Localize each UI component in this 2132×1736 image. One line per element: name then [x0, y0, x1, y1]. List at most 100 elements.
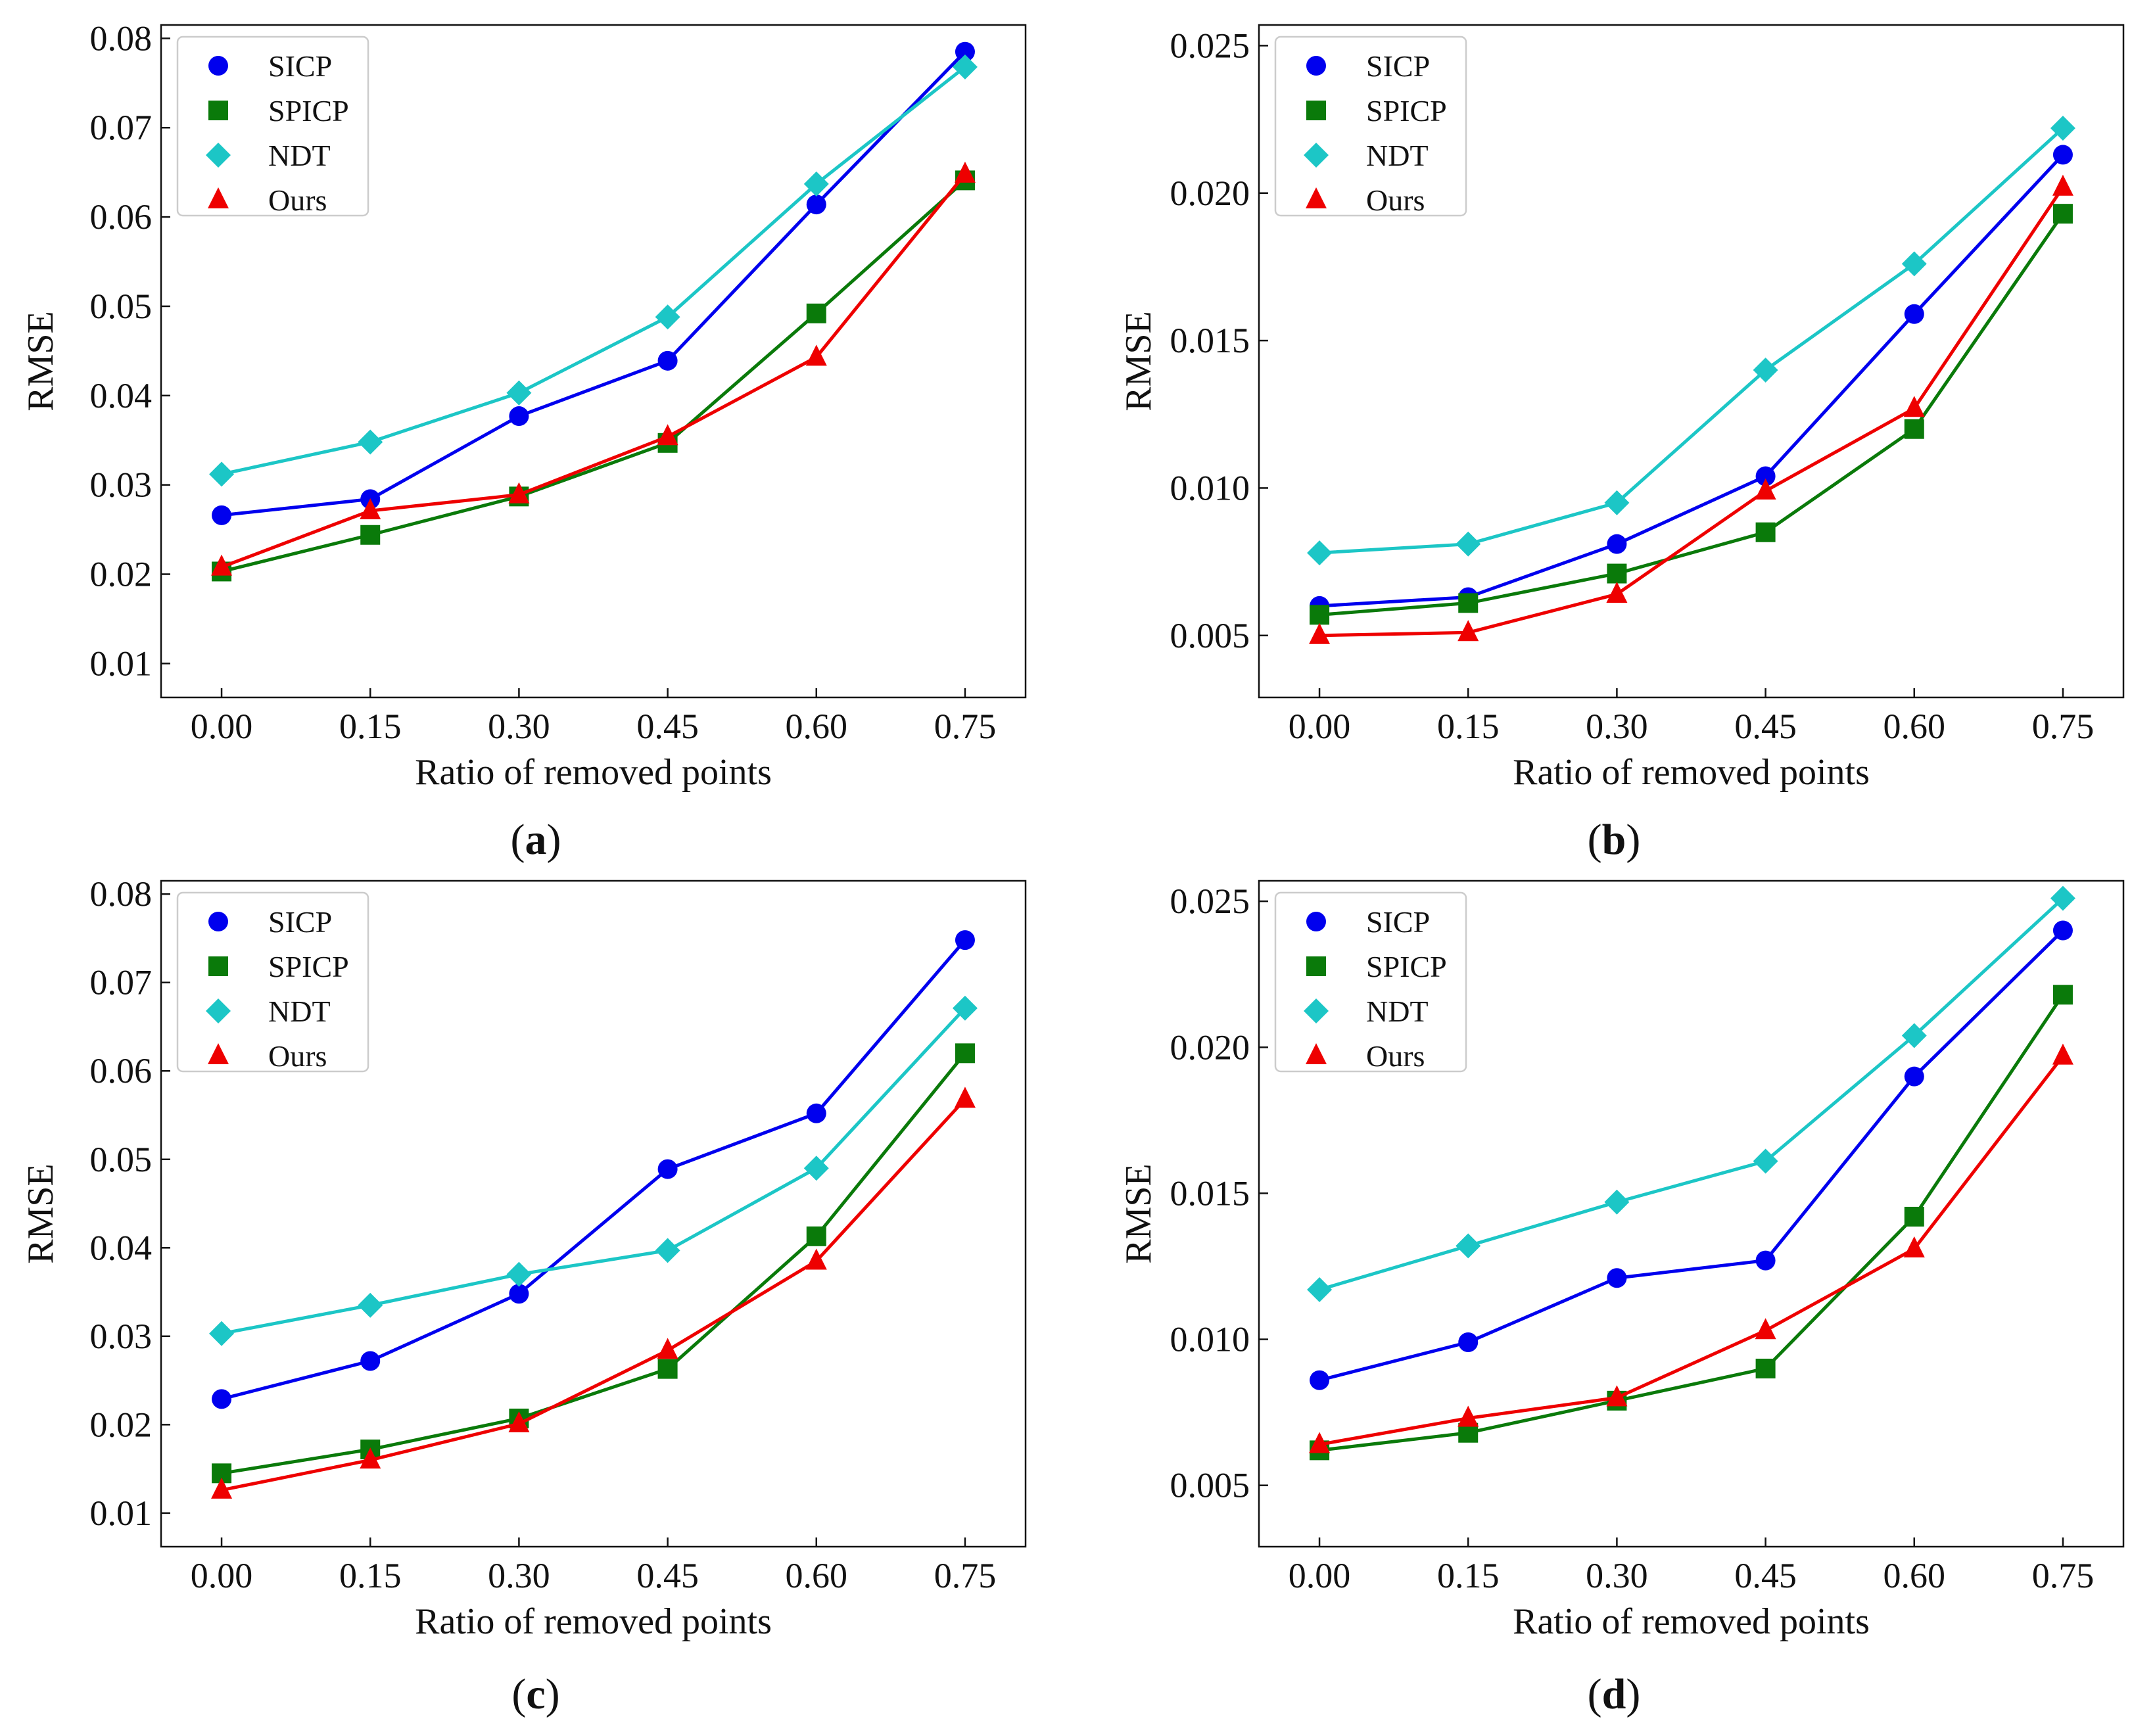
x-tick-label: 0.75 — [2032, 1556, 2095, 1595]
legend-label: SICP — [1366, 49, 1430, 83]
legend-marker — [208, 912, 228, 931]
legend-label: SPICP — [268, 950, 349, 983]
x-tick-label: 0.00 — [1289, 707, 1351, 746]
y-tick-label: 0.025 — [1170, 881, 1250, 921]
legend-marker — [1306, 956, 1326, 976]
data-point — [955, 930, 975, 950]
legend-marker — [206, 143, 231, 168]
series-sicp — [212, 41, 975, 525]
data-point — [803, 171, 829, 197]
series-line — [1319, 993, 2065, 1452]
x-tick-label: 0.45 — [1734, 707, 1797, 746]
data-point — [509, 406, 529, 427]
panel-caption-d: (d) — [1587, 1670, 1641, 1718]
data-point — [360, 1447, 381, 1469]
y-axis-label: RMSE — [20, 311, 61, 411]
series-line — [221, 65, 966, 476]
chart-panel-b: 0.00 0.15 0.30 0.45 0.60 0.75 0.005 0.010 0.015 0… — [1118, 24, 2125, 793]
legend-marker — [1304, 143, 1329, 168]
series-line — [221, 939, 966, 1401]
panel-caption-letter: c — [526, 1670, 546, 1718]
legend-box — [176, 35, 369, 217]
data-point — [657, 424, 678, 446]
x-tick-label: 0.30 — [1586, 707, 1648, 746]
x-tick-label: 0.45 — [636, 707, 699, 746]
series-ours — [211, 161, 976, 576]
data-point — [655, 1238, 680, 1263]
series-line — [221, 1007, 966, 1336]
data-point — [1310, 1370, 1330, 1390]
data-point — [212, 1389, 232, 1409]
data-point — [806, 195, 826, 215]
y-axis-label: RMSE — [1118, 1163, 1159, 1264]
data-point — [1307, 1277, 1333, 1303]
y-tick-label: 0.07 — [90, 963, 153, 1002]
data-point — [1457, 620, 1479, 642]
data-point — [1456, 1233, 1481, 1259]
x-axis-label: Ratio of removed points — [1513, 1601, 1870, 1642]
legend-label: SICP — [1366, 905, 1430, 939]
chart-panel-d: 0.00 0.15 0.30 0.45 0.60 0.75 0.005 0.010 0.015 0… — [1118, 880, 2125, 1642]
panel-caption-letter: a — [525, 816, 547, 864]
panel-caption-c: (c) — [511, 1670, 560, 1718]
legend-label: Ours — [1366, 183, 1425, 217]
y-tick-label: 0.010 — [1170, 1320, 1250, 1359]
data-point — [655, 304, 680, 330]
data-point — [2052, 174, 2073, 196]
data-point — [1755, 1250, 1776, 1271]
data-point — [1755, 522, 1776, 542]
panel-caption-letter: d — [1601, 1670, 1626, 1718]
series-spicp — [212, 170, 975, 582]
data-point — [1755, 466, 1776, 486]
legend-box — [176, 891, 369, 1073]
legend-marker — [206, 998, 231, 1023]
plot-frame — [160, 24, 1027, 699]
legend-label: SICP — [268, 49, 332, 83]
data-point — [955, 1043, 975, 1064]
legend-marker — [1306, 912, 1326, 931]
data-point — [1310, 605, 1330, 625]
data-point — [1606, 581, 1628, 603]
x-tick-label: 0.30 — [488, 1556, 550, 1595]
series-spicp — [1310, 204, 2073, 625]
data-point — [2050, 885, 2075, 911]
x-tick-label: 0.75 — [934, 1556, 997, 1595]
data-point — [209, 461, 235, 487]
y-tick-label: 0.06 — [90, 197, 153, 237]
plot-frame — [160, 880, 1027, 1548]
series-ours — [1309, 1043, 2073, 1453]
data-point — [1607, 563, 1627, 584]
x-tick-label: 0.15 — [1437, 707, 1500, 746]
y-tick-label: 0.06 — [90, 1051, 153, 1091]
y-tick-label: 0.005 — [1170, 1466, 1250, 1505]
data-point — [952, 995, 978, 1021]
legend: SICP SPICP NDT Ours — [176, 891, 369, 1073]
data-point — [805, 1248, 827, 1270]
x-tick-label: 0.60 — [1883, 707, 1946, 746]
series-ndt — [209, 995, 978, 1346]
x-axis-label: Ratio of removed points — [415, 752, 772, 793]
y-tick-label: 0.03 — [90, 465, 153, 505]
y-tick-label: 0.020 — [1170, 1027, 1250, 1067]
series-line — [221, 179, 966, 573]
series-ours — [211, 1087, 976, 1499]
legend-label: NDT — [1366, 139, 1429, 172]
legend-label: SPICP — [1366, 950, 1447, 983]
x-tick-label: 0.00 — [1289, 1556, 1351, 1595]
legend: SICP SPICP NDT Ours — [1274, 891, 1467, 1073]
x-tick-label: 0.75 — [934, 707, 997, 746]
series-line — [221, 173, 966, 569]
series-ndt — [1307, 116, 2075, 566]
data-point — [1903, 396, 1925, 417]
series-ours — [1309, 174, 2073, 644]
data-point — [2052, 145, 2073, 165]
data-point — [1607, 534, 1627, 554]
data-point — [2052, 204, 2073, 224]
y-tick-label: 0.02 — [90, 555, 153, 594]
data-point — [1904, 419, 1924, 439]
y-tick-label: 0.05 — [90, 287, 153, 326]
legend: SICP SPICP NDT Ours — [176, 35, 369, 217]
legend-marker — [208, 187, 229, 208]
data-point — [1755, 1358, 1776, 1378]
legend-label: Ours — [268, 1039, 327, 1073]
